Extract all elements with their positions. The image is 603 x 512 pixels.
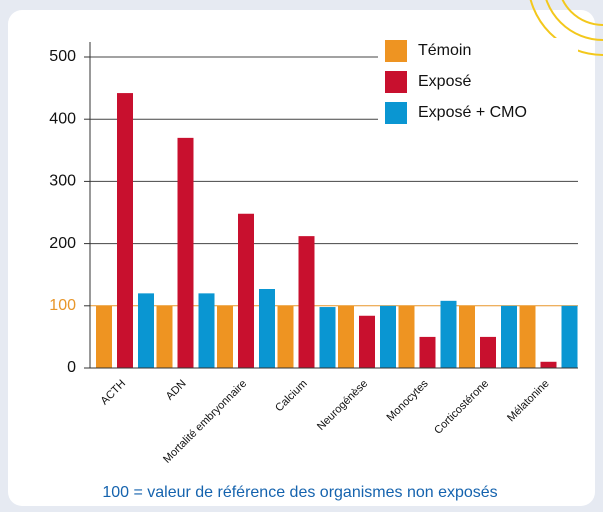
y-tick-label: 300 <box>49 173 76 190</box>
bar <box>259 289 275 368</box>
bar <box>319 307 336 368</box>
bar <box>96 305 112 368</box>
bar <box>156 305 173 368</box>
bar <box>138 293 154 368</box>
bar <box>480 336 496 368</box>
bar <box>238 213 254 368</box>
legend-swatch <box>385 71 407 93</box>
legend-label: Exposé <box>418 73 471 90</box>
y-tick-label: 500 <box>49 48 76 65</box>
y-tick-label: 400 <box>49 110 76 127</box>
bar <box>501 305 517 368</box>
bar <box>117 93 133 369</box>
bar <box>277 305 294 368</box>
bar <box>177 137 194 368</box>
bar <box>419 336 436 368</box>
bar <box>198 293 215 368</box>
legend-label: Témoin <box>418 42 471 59</box>
legend-label: Exposé + CMO <box>418 104 527 121</box>
bar <box>298 236 315 368</box>
bar <box>217 305 233 368</box>
bar <box>440 300 457 368</box>
y-tick-label: 200 <box>49 235 76 252</box>
bar <box>398 305 415 368</box>
y-tick-label: 100 <box>49 297 76 314</box>
legend-swatch <box>385 102 407 124</box>
legend-swatch <box>385 40 407 62</box>
bar <box>519 305 536 368</box>
y-tick-label: 0 <box>67 359 76 376</box>
bar <box>561 305 578 368</box>
bar <box>359 315 375 368</box>
bar <box>459 305 475 368</box>
bar <box>338 305 354 368</box>
legend-bg <box>378 38 578 130</box>
bar <box>540 361 557 368</box>
note: 100 = valeur de référence des organismes… <box>102 484 497 501</box>
bar <box>380 305 396 368</box>
